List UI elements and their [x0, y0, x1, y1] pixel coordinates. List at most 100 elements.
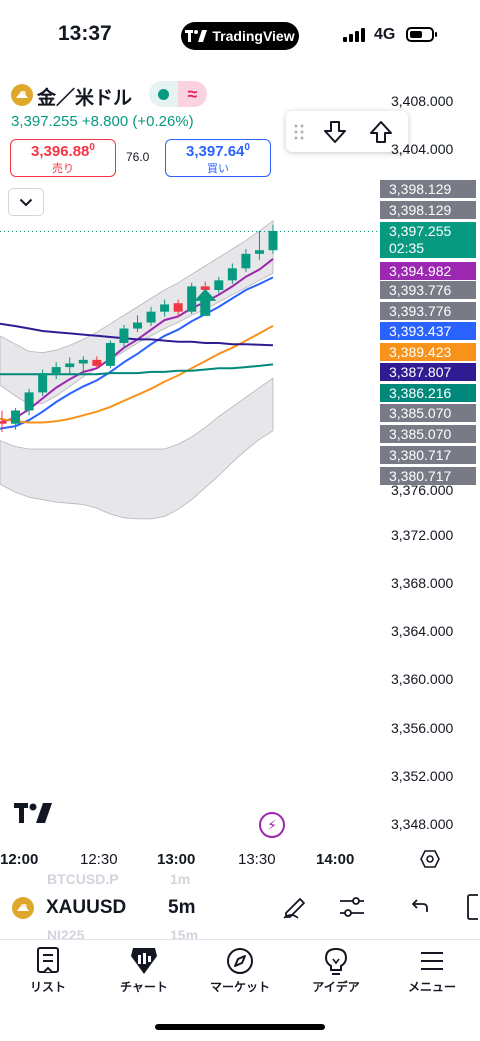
network-label: 4G [374, 26, 396, 43]
time-axis-label: 14:00 [316, 851, 355, 868]
gold-ticker-icon [12, 897, 34, 919]
lightbulb-icon [324, 947, 348, 975]
spread-value: 76.0 [126, 150, 150, 164]
price-tag: 3,394.982 [380, 262, 476, 280]
chart-settings-icon[interactable] [420, 849, 440, 874]
time-axis-label: 13:00 [157, 851, 196, 868]
ghost-ticker-below: NI225 [47, 927, 85, 943]
indicators-sliders-icon[interactable] [338, 895, 366, 924]
tradingview-pill: TradingView [181, 22, 299, 50]
chevron-down-icon [19, 198, 33, 206]
candle-body [78, 359, 88, 364]
price-tag: 3,385.070 [380, 425, 476, 443]
price-tag: 3,387.807 [380, 363, 476, 381]
price-axis-label: 3,356.000 [391, 719, 454, 736]
price-axis-label: 3,364.000 [391, 623, 454, 640]
candle-body [268, 230, 278, 251]
candle-body [51, 367, 61, 374]
price-tag: 3,386.216 [380, 384, 476, 402]
candle-body [24, 392, 34, 411]
tradingview-watermark-icon [14, 803, 52, 830]
nav-menu[interactable]: メニュー [384, 946, 480, 995]
nav-chart[interactable]: チャート [96, 946, 192, 995]
ticker-symbol-button[interactable]: XAUUSD [46, 897, 127, 918]
nav-ideas[interactable]: アイデア [288, 946, 384, 995]
nav-list[interactable]: リスト [0, 946, 96, 995]
candle-body [173, 303, 183, 312]
candle-body [160, 304, 170, 312]
price-tag: 3,393.776 [380, 281, 476, 299]
price-tag: 3,380.717 [380, 446, 476, 464]
market-open-icon [149, 81, 178, 107]
nav-chart-label: チャート [120, 980, 168, 994]
buy-label: 買い [207, 163, 229, 175]
price-tag: 3,398.129 [380, 201, 476, 219]
battery-icon [406, 27, 437, 42]
home-indicator [155, 1024, 325, 1030]
list-icon [37, 947, 59, 973]
candle-body [133, 322, 142, 329]
sell-arrow-button[interactable] [312, 120, 358, 144]
candle-body [187, 286, 197, 312]
arrow-down-icon [324, 120, 346, 143]
collapse-legend-button[interactable] [8, 188, 44, 216]
price-axis-label-partial: 3,376.000 [391, 482, 454, 498]
moving-average-3 [0, 325, 274, 424]
moving-average-4 [0, 322, 274, 347]
sell-button[interactable]: 3,396.880 売り [10, 139, 116, 177]
price-tag: 3,389.423 [380, 343, 476, 361]
buy-button[interactable]: 3,397.640 買い [165, 139, 271, 177]
candle-body [214, 280, 224, 290]
price-tag: 3,385.070 [380, 404, 476, 422]
price-axis-label: 3,348.000 [391, 816, 454, 832]
candle-body [11, 410, 21, 424]
sell-price-fraction: 0 [89, 142, 95, 153]
buy-arrow-button[interactable] [358, 120, 404, 144]
price-tag: 3,380.717 [380, 467, 476, 485]
bollinger-band-1 [0, 220, 274, 405]
candle-body [241, 253, 251, 269]
symbol-name[interactable]: 金／米ドル [37, 88, 133, 109]
candle-body [146, 311, 156, 323]
price-tag: 3,398.129 [380, 180, 476, 198]
sell-price: 3,396.88 [31, 143, 90, 160]
candle-body [200, 286, 210, 290]
interval-button[interactable]: 5m [168, 897, 196, 918]
undo-icon[interactable] [411, 896, 431, 921]
price-axis-label: 3,368.000 [391, 575, 454, 591]
nav-menu-label: メニュー [407, 980, 456, 994]
price-axis-label: 3,352.000 [391, 767, 454, 784]
nav-market[interactable]: マーケット [192, 946, 288, 995]
approx-data-icon: ≈ [178, 81, 207, 107]
lightning-event-icon[interactable]: ⚡ [259, 812, 285, 838]
moving-average-2 [0, 276, 274, 430]
sell-label: 売り [52, 163, 74, 175]
tradingview-pill-label: TradingView [212, 28, 295, 44]
candle-body [0, 421, 7, 424]
bar-countdown-tag: 02:35 [380, 240, 476, 258]
nav-ideas-label: アイデア [312, 980, 360, 994]
buy-price-fraction: 0 [244, 142, 250, 153]
price-axis-label: 3,408.000 [391, 93, 454, 109]
candle-body [92, 359, 102, 366]
drawing-tool-icon[interactable] [282, 893, 308, 924]
time-axis-label: 13:30 [238, 851, 276, 868]
candle-body [119, 328, 129, 343]
market-status-badges[interactable]: ≈ [149, 81, 207, 107]
buy-signal-arrow [194, 288, 217, 316]
compass-icon [227, 948, 253, 974]
menu-icon [421, 952, 443, 970]
floating-order-toolbar[interactable] [286, 111, 408, 152]
price-tag: 3,397.255 [380, 222, 476, 242]
ghost-ticker-above: BTCUSD.P [47, 871, 119, 887]
buy-price: 3,397.64 [186, 143, 245, 160]
drag-handle-icon[interactable] [286, 124, 312, 140]
price-axis-label: 3,360.000 [391, 671, 454, 688]
status-time: 13:37 [58, 22, 112, 45]
fullscreen-icon[interactable] [466, 893, 480, 926]
price-tag: 3,393.437 [380, 322, 476, 340]
candle-body [254, 250, 264, 254]
candle-body [227, 268, 237, 281]
candle-body [65, 363, 75, 368]
